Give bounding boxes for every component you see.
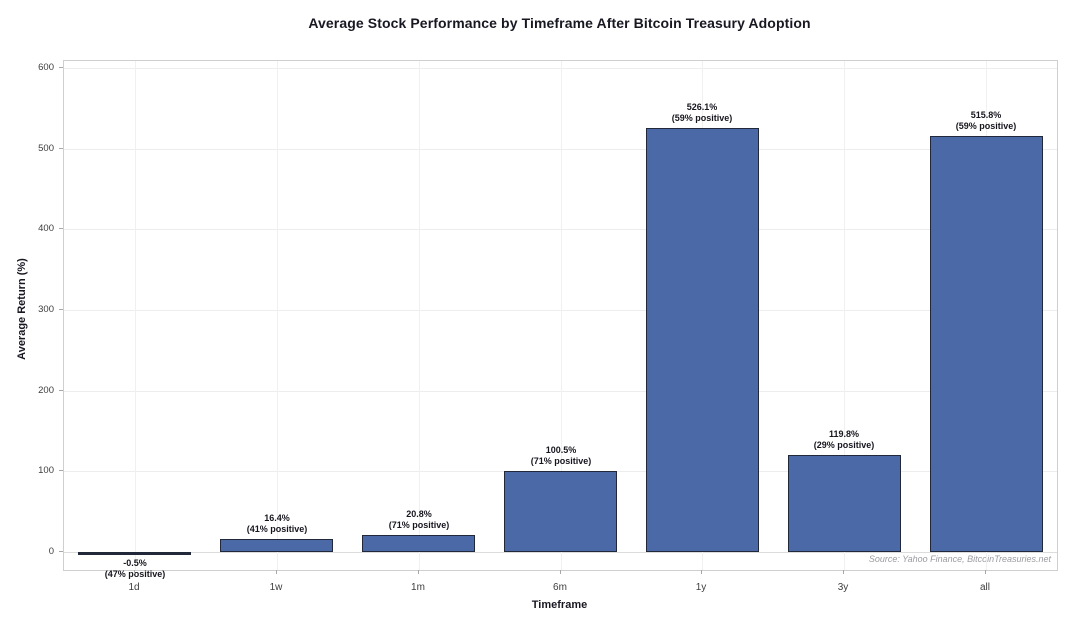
x-tick-mark-1m [418, 570, 419, 574]
bar-label-6m: 100.5% (71% positive) [530, 445, 592, 466]
y-tick-mark-100 [59, 470, 63, 472]
bar-1y [646, 128, 759, 552]
bar-label-3y: 119.8% (29% positive) [813, 429, 875, 450]
y-tick-mark-200 [59, 389, 63, 391]
chart-title: Average Stock Performance by Timeframe A… [308, 15, 811, 31]
plot-area: Source: Yahoo Finance, BitcoinTreasuries… [63, 60, 1058, 579]
bar-label-1y: 526.1% (59% positive) [671, 102, 733, 123]
bar-label-1w: 16.4% (41% positive) [246, 513, 308, 534]
x-tick-mark-all [985, 570, 986, 574]
x-tick-mark-3y [843, 570, 844, 574]
gridline-h-400 [64, 229, 1057, 231]
gridline-h-500 [64, 148, 1057, 150]
x-tick-mark-1w [276, 570, 277, 574]
y-tick-mark-400 [59, 228, 63, 230]
y-tick-mark-300 [59, 309, 63, 310]
x-axis-label: Timeframe [531, 599, 588, 611]
bar-3y [788, 455, 901, 552]
source-note: Source: Yahoo Finance, BitcoinTreasuries… [868, 554, 1051, 564]
x-tick-all: all [979, 582, 990, 593]
x-tick-1w: 1w [269, 582, 283, 593]
bar-1m [362, 535, 475, 552]
x-tick-mark-1d [134, 570, 135, 574]
bar-1d [78, 552, 191, 555]
gridline-h-0 [64, 552, 1057, 553]
bar-label-1d: -0.5% (47% positive) [104, 558, 166, 579]
gridline-v-1d [135, 61, 136, 570]
y-tick-500: 500 [38, 142, 54, 154]
x-tick-3y: 3y [837, 582, 849, 593]
bar-label-1m: 20.8% (71% positive) [388, 509, 450, 530]
y-tick-200: 200 [38, 384, 54, 396]
gridline-h-600 [64, 68, 1057, 69]
gridline-v-1w [277, 61, 278, 570]
x-tick-6m: 6m [553, 582, 567, 593]
x-tick-mark-1y [701, 570, 702, 574]
gridline-v-6m [561, 61, 562, 570]
y-tick-0: 0 [48, 546, 54, 557]
bar-1w [220, 539, 333, 552]
y-tick-300: 300 [38, 304, 54, 315]
bar-6m [504, 471, 617, 552]
gridline-h-200 [64, 390, 1057, 392]
x-tick-1y: 1y [695, 582, 707, 593]
y-tick-mark-600 [59, 67, 63, 68]
y-tick-600: 600 [38, 62, 54, 73]
y-tick-mark-0 [59, 551, 63, 552]
bar-label-all: 515.8% (59% positive) [955, 110, 1017, 131]
gridline-h-300 [64, 310, 1057, 311]
gridline-v-1m [419, 61, 420, 570]
gridline-v-3y [844, 61, 845, 570]
y-tick-100: 100 [38, 465, 54, 477]
y-tick-400: 400 [38, 223, 54, 235]
y-tick-mark-500 [59, 147, 63, 149]
x-tick-1d: 1d [128, 582, 140, 593]
x-tick-mark-6m [560, 570, 561, 574]
bar-all [930, 136, 1043, 552]
x-tick-1m: 1m [411, 582, 425, 593]
